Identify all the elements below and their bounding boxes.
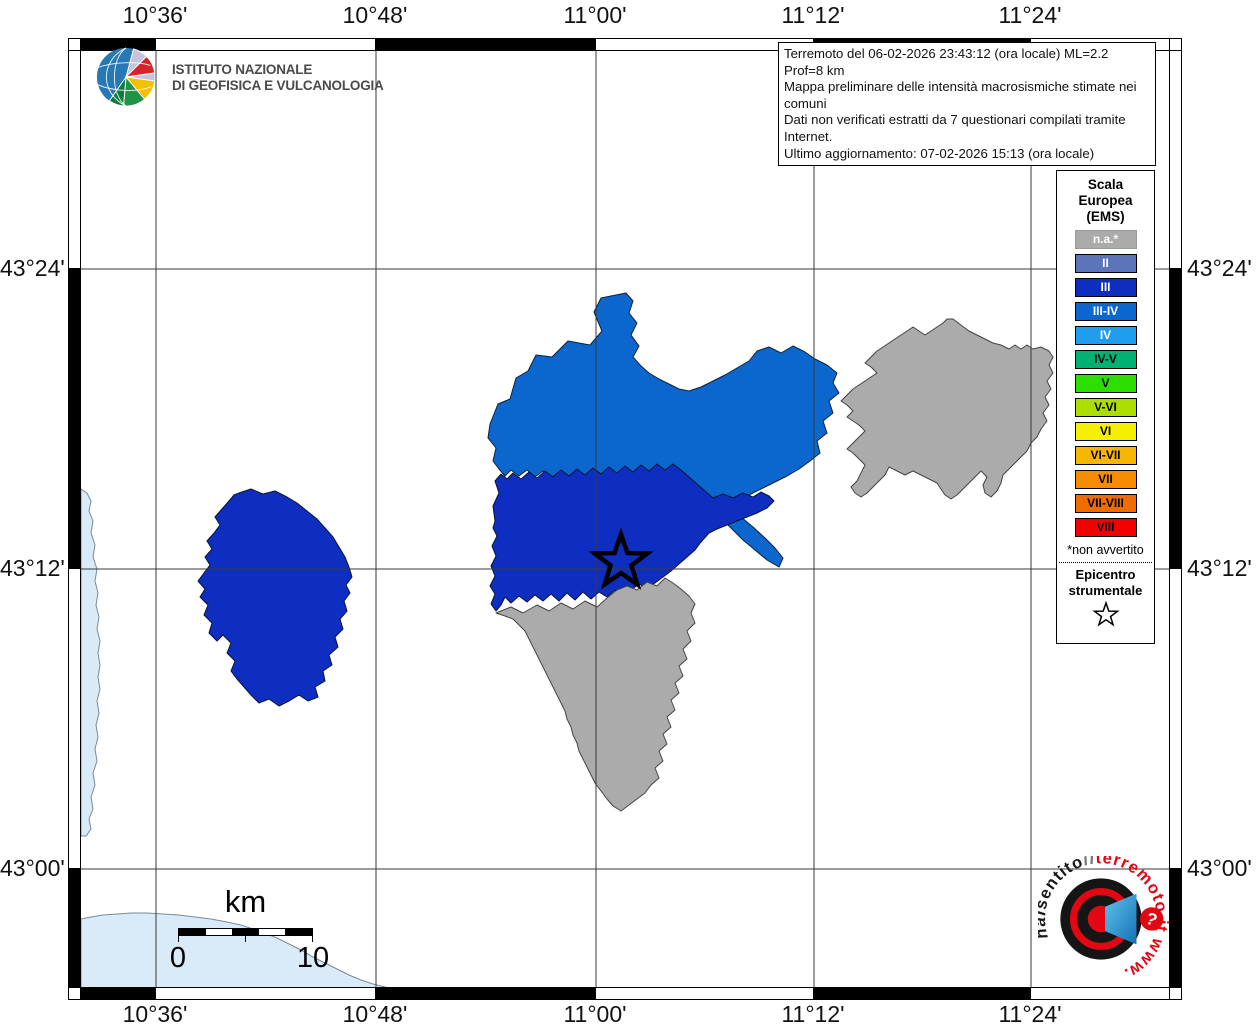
lon-label-top: 11°24' [998,2,1062,28]
frame-band-right [1169,568,1182,869]
lon-label-bottom: 11°24' [998,1001,1062,1024]
legend-intensity-viiviii: VII-VIII [1074,494,1137,513]
frame-corner [68,987,81,1000]
lon-label-bottom: 11°12' [781,1001,845,1024]
legend-intensity-v: V [1074,374,1137,393]
lat-label-left: 43°24' [0,255,65,281]
scale-tick-mid [245,928,246,942]
region-west [197,488,353,707]
legend-intensity-iv: IV [1074,326,1137,345]
scale-tick-end [312,928,313,942]
lon-label-bottom: 10°48' [342,1001,408,1024]
legend-intensity-vi: VI [1074,422,1137,441]
legend-footnote: *non avvertito [1067,543,1144,557]
region-central [489,463,775,612]
scale-bar-segment [179,929,206,935]
info-line-data-source: Dati non verificati estratti da 7 questi… [784,112,1126,144]
lat-label-right: 43°12' [1187,555,1252,581]
info-line-map-type: Mappa preliminare delle intensità macros… [784,79,1137,111]
region-east [840,318,1054,500]
frame-band-bottom [813,987,1031,1000]
ingv-globe-icon [96,47,156,107]
lat-label-right: 43°24' [1187,255,1252,281]
frame-band-right [1169,268,1182,569]
frame-corner [1169,38,1182,51]
lat-label-right: 43°00' [1187,855,1252,881]
map-area [80,50,1170,988]
legend-intensity-iii: III [1074,278,1137,297]
frame-corner [68,38,81,51]
scale-end-label: 10 [296,942,330,974]
lat-label-left: 43°12' [0,555,65,581]
sea-bottom-left [81,912,388,987]
ingv-logo [95,46,157,113]
legend-intensity-na: n.a.* [1074,230,1137,249]
scale-bar-segment [258,929,286,935]
legend-items: n.a.* II III III-IV IV IV-V V V-VI VI VI-VII VII VI… [1057,230,1154,537]
scale-bar-segment [285,929,312,935]
ingv-name-line2: DI GEOFISICA E VULCANOLOGIA [172,78,384,93]
earthquake-info-box: Terremoto del 06-02-2026 23:43:12 (ora l… [778,42,1156,167]
frame-band-right [1169,50,1182,269]
info-line-updated: Ultimo aggiornamento: 07-02-2026 15:13 (… [784,145,1095,161]
sea-left-strip [81,488,101,837]
legend-intensity-vivii: VI-VII [1074,446,1137,465]
frame-band-right [1169,868,1182,989]
ingv-institute-name: ISTITUTO NAZIONALE DI GEOFISICA E VULCAN… [172,62,384,94]
epicenter-star [588,527,654,590]
legend-divider [1059,562,1152,563]
map-canvas [81,51,1169,987]
lon-label-top: 10°48' [342,2,408,28]
frame-band-bottom [375,987,596,1000]
legend-intensity-viii: VIII [1074,518,1137,537]
lat-label-left: 43°00' [0,855,65,881]
legend-intensity-vvi: V-VI [1074,398,1137,417]
question-badge: ? [1140,907,1164,931]
legend-intensity-iiiiv: III-IV [1074,302,1137,321]
ems-legend: Scala Europea (EMS) n.a.* II III III-IV IV IV… [1056,170,1155,644]
legend-title: Scala Europea (EMS) [1078,177,1133,224]
megaphone-icon [1105,893,1137,945]
frame-band-bottom [595,987,814,1000]
scale-bar-unit: km [224,884,267,919]
lon-label-top: 11°12' [781,2,845,28]
epicenter-legend-label: Epicentro strumentale [1068,567,1143,598]
lon-label-top: 10°36' [122,2,188,28]
legend-intensity-ii: II [1074,254,1137,273]
haisentitoilterremoto-logo: haisentitoilterremoto.it www. ? [1030,848,1171,993]
epicenter-star-icon [1091,600,1120,627]
scale-start-label: 0 [169,942,187,974]
legend-intensity-ivv: IV-V [1074,350,1137,369]
frame-band-bottom [80,987,156,1000]
info-line-event: Terremoto del 06-02-2026 23:43:12 (ora l… [784,46,1109,78]
lon-label-bottom: 11°00' [563,1001,627,1024]
legend-intensity-vii: VII [1074,470,1137,489]
lon-label-top: 11°00' [563,2,627,28]
scale-tick-start [178,928,179,942]
frame-corner [1169,987,1182,1000]
ingv-name-line1: ISTITUTO NAZIONALE [172,62,313,77]
region-north [487,292,840,568]
frame-band-bottom [155,987,376,1000]
scale-bar-segment [205,929,233,935]
lon-label-bottom: 10°36' [122,1001,188,1024]
